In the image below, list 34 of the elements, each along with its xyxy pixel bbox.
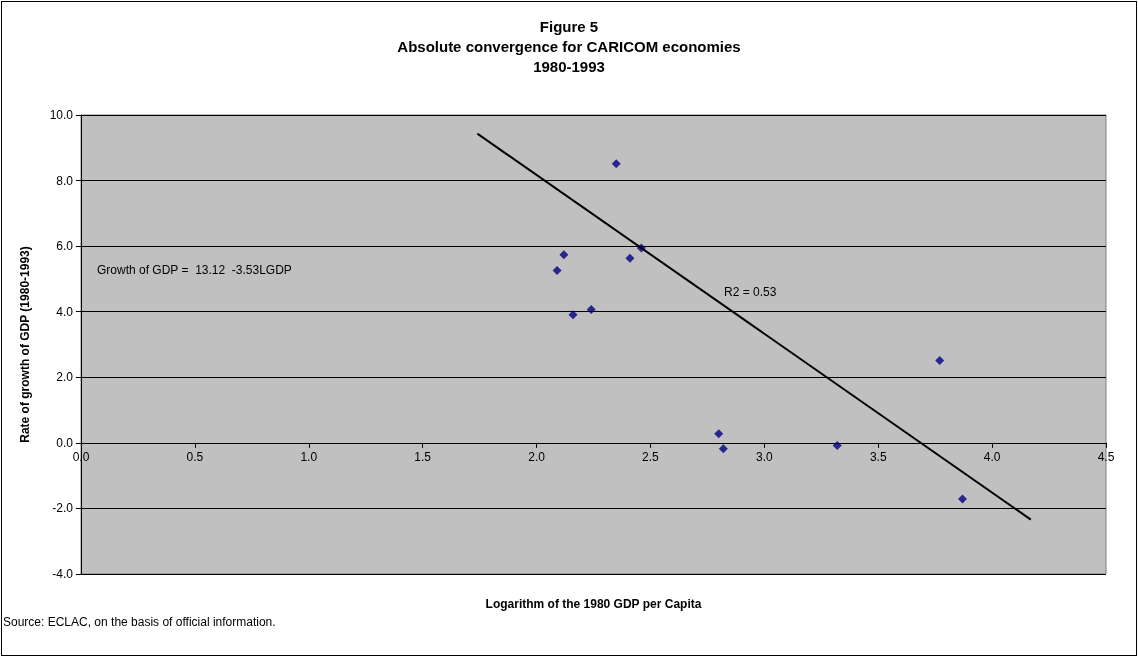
y-axis-title: Rate of growth of GDP (1980-1993): [18, 246, 32, 443]
point: [586, 304, 596, 314]
x-tick-label: 3.0: [755, 449, 773, 464]
point: [718, 444, 728, 454]
point: [568, 310, 578, 320]
x-tick-label: 1.0: [300, 449, 318, 464]
x-tick-label: 4.5: [1097, 449, 1115, 464]
point: [552, 265, 562, 275]
point: [832, 440, 842, 450]
y-tick-label: 6.0: [56, 239, 74, 254]
point: [611, 159, 621, 169]
x-tick-label: 2.5: [642, 449, 660, 464]
annotation: R2 = 0.53: [724, 285, 777, 299]
y-tick-label: 2.0: [56, 370, 74, 385]
point: [935, 356, 945, 366]
y-tick-label: 10.0: [49, 108, 74, 122]
point: [625, 253, 635, 263]
x-tick-label: 1.5: [414, 449, 432, 464]
x-axis-title: Logarithm of the 1980 GDP per Capita: [485, 597, 702, 611]
x-tick-label: 0.5: [186, 449, 204, 464]
y-tick-label: 4.0: [56, 304, 74, 319]
y-tick-label: -2.0: [52, 501, 74, 516]
y-tick-label: -4.0: [52, 567, 74, 581]
source-note: Source: ECLAC, on the basis of official information.: [3, 615, 276, 629]
point: [958, 494, 967, 504]
y-tick-label: 8.0: [56, 173, 74, 188]
y-tick-label: 0.0: [56, 435, 74, 450]
x-tick-label: 4.0: [983, 449, 1001, 464]
x-tick-label: 2.0: [528, 449, 546, 464]
annotation: Growth of GDP = 13.12 -3.53LGDP: [97, 263, 292, 277]
x-tick-label: 3.5: [869, 449, 887, 464]
chart-title: Figure 5 Absolute convergence for CARICOM economies 1980-1993: [397, 17, 741, 75]
point: [559, 250, 569, 260]
point: [714, 429, 724, 439]
